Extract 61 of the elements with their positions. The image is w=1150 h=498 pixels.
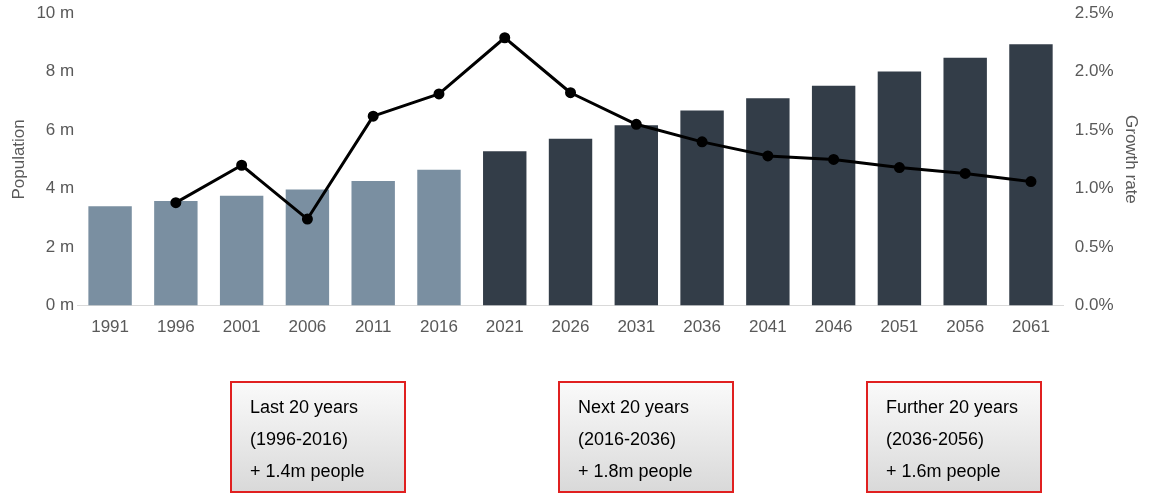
bar xyxy=(351,181,395,306)
y-tick-label: 2 m xyxy=(45,236,75,256)
x-tick-label: 2026 xyxy=(551,317,590,337)
x-tick-label: 2021 xyxy=(485,317,524,337)
bar xyxy=(943,57,987,306)
text: Further 20 years (2036-2056) + 1.6m people xyxy=(866,381,1042,493)
point xyxy=(959,167,971,179)
point xyxy=(893,162,905,174)
bar xyxy=(680,110,724,306)
bar xyxy=(746,98,790,306)
point xyxy=(565,87,577,99)
y2-tick-label: 0.5% xyxy=(1074,236,1114,256)
x-tick-label: 2001 xyxy=(222,317,261,337)
point xyxy=(236,159,248,171)
point xyxy=(367,110,379,122)
y-tick-label: 6 m xyxy=(45,119,75,139)
bar xyxy=(483,151,527,306)
x-tick-label: 2051 xyxy=(880,317,919,337)
y-tick-label: 4 m xyxy=(45,178,75,198)
point xyxy=(1025,176,1037,188)
y-tick-label: 0 m xyxy=(45,295,75,315)
x-tick-label: 2056 xyxy=(946,317,985,337)
x-tick-label: 2031 xyxy=(617,317,656,337)
bar xyxy=(811,85,856,306)
point xyxy=(499,32,511,44)
bar xyxy=(1009,44,1053,306)
bar xyxy=(548,138,593,306)
y-tick-label: 8 m xyxy=(45,61,75,81)
bar xyxy=(614,125,659,306)
bar xyxy=(877,71,922,306)
point xyxy=(696,136,708,148)
x-tick-label: 2061 xyxy=(1012,317,1050,337)
x-tick-label: 2011 xyxy=(354,317,392,337)
point xyxy=(433,88,445,100)
y2-tick-label: 0.0% xyxy=(1074,295,1114,315)
point xyxy=(170,197,182,209)
point xyxy=(301,213,313,225)
bar xyxy=(285,189,330,306)
bar xyxy=(154,200,198,306)
x-tick-label: 2041 xyxy=(748,317,787,337)
x-tick-label: 2016 xyxy=(420,317,458,337)
point xyxy=(762,150,774,162)
y2-tick-label: 1.0% xyxy=(1074,178,1114,198)
x-tick-label: 2006 xyxy=(288,317,327,337)
bar xyxy=(88,206,132,306)
x-tick-label: 2036 xyxy=(683,317,721,337)
y2-tick-label: 1.5% xyxy=(1074,119,1114,139)
y2-axis-title: Growth rate xyxy=(1122,114,1142,204)
x-tick-label: 1991 xyxy=(91,317,129,337)
y-axis-title: Population xyxy=(8,119,28,200)
y2-tick-label: 2.0% xyxy=(1074,61,1114,81)
y2-tick-label: 2.5% xyxy=(1074,2,1114,22)
x-tick-label: 2046 xyxy=(814,317,853,337)
point xyxy=(630,118,642,130)
text: Last 20 years (1996-2016) + 1.4m people xyxy=(230,381,406,493)
bar xyxy=(219,195,264,306)
point xyxy=(828,153,840,165)
text: Next 20 years (2016-2036) + 1.8m people xyxy=(558,381,734,493)
x-tick-label: 1996 xyxy=(156,317,195,337)
bar xyxy=(417,169,461,306)
y-tick-label: 10 m xyxy=(36,2,75,22)
